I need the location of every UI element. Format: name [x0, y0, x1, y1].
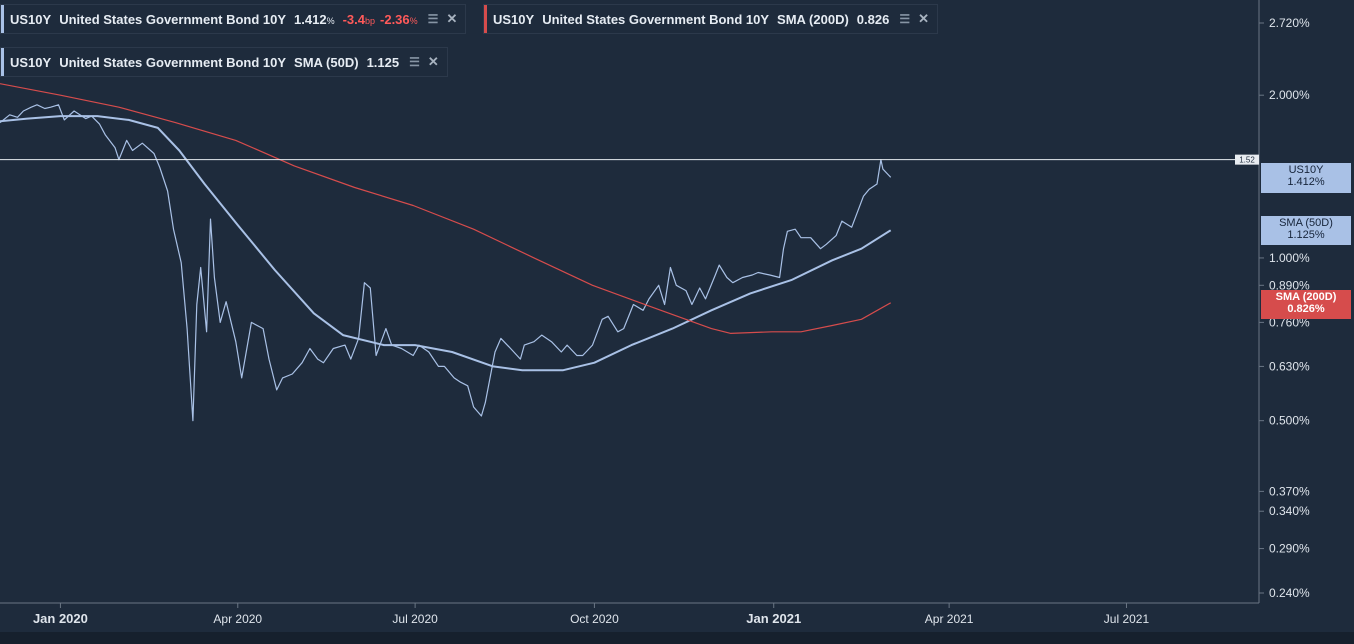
price-tag-value: 1.125% — [1287, 229, 1325, 241]
legend-accent — [1, 5, 4, 33]
x-tick-label: Apr 2020 — [213, 612, 262, 626]
price-tag-label: SMA (200D) — [1275, 291, 1337, 303]
x-tick-label: Apr 2021 — [925, 612, 974, 626]
legend-symbol: US10Y — [493, 11, 535, 27]
legend-name: United States Government Bond 10Y — [59, 54, 287, 70]
y-tick-label: 2.000% — [1269, 88, 1310, 102]
close-icon[interactable]: ✕ — [918, 11, 930, 26]
close-icon[interactable]: ✕ — [427, 54, 439, 69]
crosshair-label-bg — [1235, 154, 1259, 165]
layers-icon[interactable]: ☰ — [409, 55, 420, 69]
y-tick-label: 1.000% — [1269, 251, 1310, 265]
price-tag-sma-200d: SMA (200D) 0.826% — [1261, 290, 1351, 319]
price-tag-value: 0.826% — [1287, 303, 1325, 315]
series-line-sma-200d[interactable] — [0, 83, 891, 334]
bottom-toolbar — [0, 632, 1354, 644]
series-line-sma-50d[interactable] — [0, 115, 892, 372]
price-tag-label: SMA (50D) — [1279, 217, 1333, 229]
y-tick-label: 0.290% — [1269, 542, 1310, 556]
y-tick-label: 0.370% — [1269, 484, 1310, 498]
legend-accent — [484, 5, 487, 33]
legend-value: 1.412% — [294, 11, 335, 27]
y-tick-label: 0.340% — [1269, 504, 1310, 518]
legend-symbol: US10Y — [10, 54, 52, 70]
legend-sma-200d[interactable]: US10Y United States Government Bond 10Y … — [483, 4, 939, 34]
legend-value: 0.826 — [856, 11, 890, 27]
legend-indicator: SMA (50D) — [294, 54, 359, 70]
legend-indicator: SMA (200D) — [777, 11, 849, 27]
price-tag-value: 1.412% — [1287, 176, 1325, 188]
x-tick-label: Jan 2020 — [33, 611, 88, 626]
legend-name: United States Government Bond 10Y — [59, 11, 287, 27]
crosshair-label: 1.52 — [1239, 156, 1255, 165]
x-tick-label: Oct 2020 — [570, 612, 619, 626]
layers-icon[interactable]: ☰ — [899, 12, 911, 26]
y-tick-label: 0.630% — [1269, 359, 1310, 373]
legend-us10y[interactable]: US10Y United States Government Bond 10Y … — [0, 4, 467, 34]
y-tick-label: 0.500% — [1269, 414, 1310, 428]
legend-value: 1.125 — [366, 54, 400, 70]
price-tag-sma-50d: SMA (50D) 1.125% — [1261, 216, 1351, 245]
price-tag-label: US10Y — [1288, 164, 1324, 176]
x-tick-label: Jul 2020 — [392, 612, 438, 626]
y-tick-label: 0.890% — [1269, 278, 1310, 292]
legend-symbol: US10Y — [10, 11, 52, 27]
legend-accent — [1, 48, 4, 76]
legend-change: -3.4bp — [342, 11, 376, 27]
legend-name: United States Government Bond 10Y — [542, 11, 770, 27]
x-tick-label: Jan 2021 — [746, 611, 801, 626]
y-tick-label: 0.240% — [1269, 586, 1310, 600]
layers-icon[interactable]: ☰ — [427, 12, 439, 26]
price-tag-us10y: US10Y 1.412% — [1261, 163, 1351, 193]
y-tick-label: 2.720% — [1269, 16, 1310, 30]
legend-change-pct: -2.36% — [380, 11, 418, 27]
x-tick-label: Jul 2021 — [1104, 612, 1150, 626]
close-icon[interactable]: ✕ — [446, 11, 458, 26]
series-line-us10y[interactable] — [0, 104, 892, 422]
legend-sma-50d[interactable]: US10Y United States Government Bond 10Y … — [0, 47, 448, 77]
